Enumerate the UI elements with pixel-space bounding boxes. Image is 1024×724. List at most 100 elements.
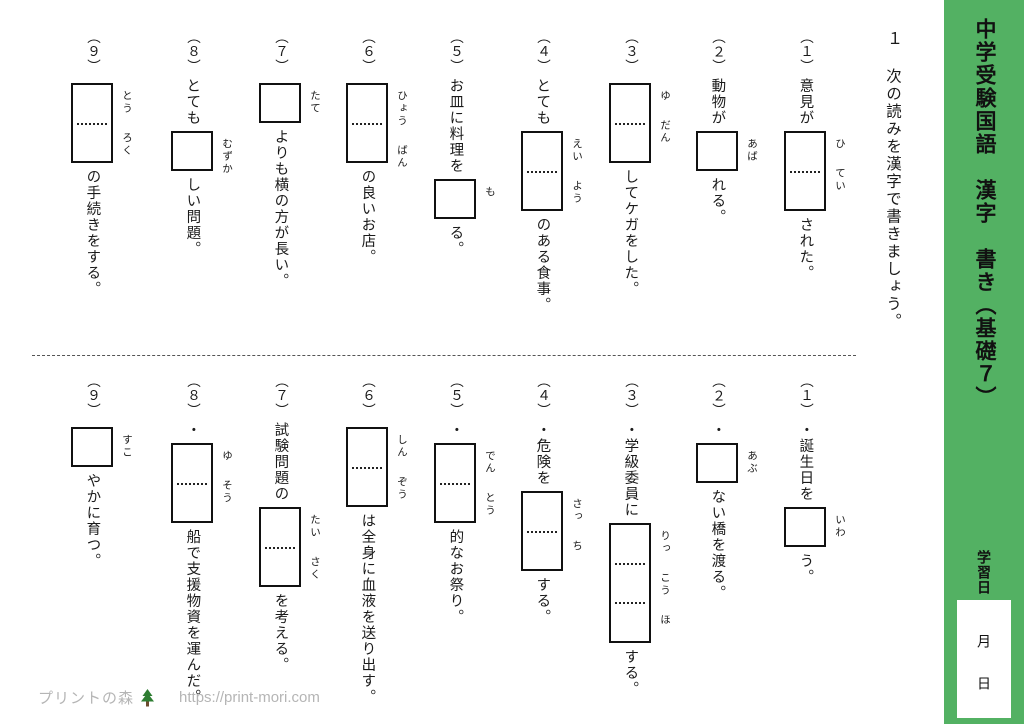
answer-box[interactable]	[784, 506, 826, 547]
question-bottom-1: （１） ・誕生日をいわ う。	[745, 374, 865, 585]
question-top-6: （６） ひょう ばん の良いお店。	[307, 30, 427, 265]
day-label: 日	[976, 676, 992, 718]
furigana-reading: とう ろく	[121, 89, 133, 157]
answer-box-divider	[352, 122, 382, 125]
question-post-text: れる。	[709, 176, 726, 225]
question-number: （１）	[798, 374, 813, 418]
answer-box-wrap: も	[434, 178, 496, 219]
question-bottom-3: （３） ・学級委員に りっ こう ほする。	[570, 374, 690, 697]
furigana-reading: あぶ	[746, 449, 758, 475]
furigana-reading: すこ	[121, 433, 133, 459]
answer-box[interactable]	[521, 490, 563, 571]
question-top-7: （７） たて よりも横の方が長い。	[220, 30, 340, 289]
furigana-reading: ひ てい	[834, 137, 846, 192]
question-number: （２）	[710, 30, 725, 74]
question-post-text: された。	[797, 216, 814, 281]
answer-box-wrap: あば	[696, 130, 758, 171]
question-number: （５）	[448, 30, 463, 74]
answer-box-wrap: ゆ そう	[171, 442, 233, 523]
study-date-box[interactable]: 月日	[957, 600, 1011, 718]
question-bottom-6: （６） しん ぞう は全身に血液を送り出す。	[307, 374, 427, 705]
question-bottom-4: （４） ・危険を さっ ちする。	[482, 374, 602, 625]
question-top-4: （４） とてもえい ようのある食事。	[482, 30, 602, 313]
answer-box-divider	[790, 170, 820, 173]
answer-box[interactable]	[696, 442, 738, 483]
question-bottom-8: （８） ・ゆ そう船で支援物資を運んだ。	[132, 374, 252, 705]
question-number: （６）	[360, 374, 375, 418]
question-post-text: る。	[447, 224, 464, 257]
furigana-reading: しん ぞう	[396, 433, 408, 501]
answer-box[interactable]	[521, 130, 563, 211]
answer-box-wrap: いわ	[784, 506, 846, 547]
question-top-9: （９） とう ろく の手続きをする。	[32, 30, 152, 297]
site-url: https://print-mori.com	[179, 689, 320, 706]
question-post-text: 的なお祭り。	[447, 528, 464, 625]
question-number: （４）	[535, 374, 550, 418]
question-number: （１）	[798, 30, 813, 74]
answer-box-wrap: さっ ち	[521, 490, 583, 571]
question-pre-text: ・学級委員に	[622, 421, 639, 518]
question-top-2: （２） 動物が あば れる。	[657, 30, 777, 225]
question-number: （３）	[623, 374, 638, 418]
furigana-reading: えい よう	[571, 137, 583, 205]
answer-box[interactable]	[696, 130, 738, 171]
answer-box-wrap: ひょう ばん	[346, 82, 408, 169]
furigana-reading: でん とう	[484, 449, 496, 517]
question-pre-text: とても	[534, 77, 551, 126]
answer-box[interactable]	[609, 522, 651, 643]
section-separator	[32, 355, 856, 356]
furigana-reading: さっ ち	[571, 497, 583, 552]
answer-box-divider	[177, 482, 207, 485]
answer-box[interactable]	[259, 82, 301, 123]
answer-box-wrap: すこ	[71, 426, 133, 467]
answer-box[interactable]	[346, 82, 388, 163]
answer-box-wrap: ひ てい	[784, 130, 846, 211]
question-post-text: のある食事。	[534, 216, 551, 313]
answer-box[interactable]	[259, 506, 301, 587]
answer-box[interactable]	[171, 130, 213, 171]
question-pre-text: ・誕生日を	[797, 421, 814, 502]
answer-box-wrap: とう ろく	[71, 82, 133, 163]
answer-box-wrap: りっ こう ほ	[609, 522, 671, 643]
exercise-header: １ 次の読みを漢字で書きましょう。	[862, 30, 922, 331]
question-number: （４）	[535, 30, 550, 74]
question-pre-text: ・	[447, 421, 464, 438]
answer-box[interactable]	[171, 442, 213, 523]
question-number: （３）	[623, 30, 638, 74]
question-pre-text: とても	[184, 77, 201, 126]
answer-box[interactable]	[346, 426, 388, 507]
question-top-1: （１） 意見がひ ていされた。	[745, 30, 865, 281]
furigana-reading: むずか	[221, 137, 233, 176]
month-label: 月	[976, 634, 992, 676]
question-number: （８）	[185, 374, 200, 418]
question-post-text: う。	[797, 552, 814, 585]
question-number: （９）	[85, 374, 100, 418]
answer-box-wrap: たて	[259, 82, 321, 123]
furigana-reading: ゆ だん	[659, 89, 671, 144]
question-bottom-2: （２） ・あぶ ない橋を渡る。	[657, 374, 777, 601]
answer-box[interactable]	[71, 82, 113, 163]
answer-box[interactable]	[609, 82, 651, 163]
sidebar: 中学受験国語 漢字 書き（基礎７） 学習日 月日	[944, 0, 1024, 724]
furigana-reading: いわ	[834, 513, 846, 539]
question-post-text: 船で支援物資を運んだ。	[184, 528, 201, 705]
question-number: （７）	[273, 30, 288, 74]
question-pre-text: 意見が	[797, 77, 814, 126]
answer-box[interactable]	[434, 178, 476, 219]
answer-box[interactable]	[71, 426, 113, 467]
answer-box[interactable]	[784, 130, 826, 211]
furigana-reading: あば	[746, 137, 758, 163]
furigana-reading: ひょう ばん	[396, 89, 408, 169]
exercise-number: １	[884, 30, 901, 46]
question-post-text: ない橋を渡る。	[709, 488, 726, 601]
answer-box-divider	[77, 122, 107, 125]
footer: プリントの森 https://print-mori.com	[38, 687, 320, 708]
question-pre-text: ・	[184, 421, 201, 438]
answer-box-divider	[615, 563, 645, 566]
answer-box-divider	[527, 170, 557, 173]
question-number: （５）	[448, 374, 463, 418]
answer-box[interactable]	[434, 442, 476, 523]
question-number: （２）	[710, 374, 725, 418]
furigana-reading: も	[484, 185, 496, 199]
